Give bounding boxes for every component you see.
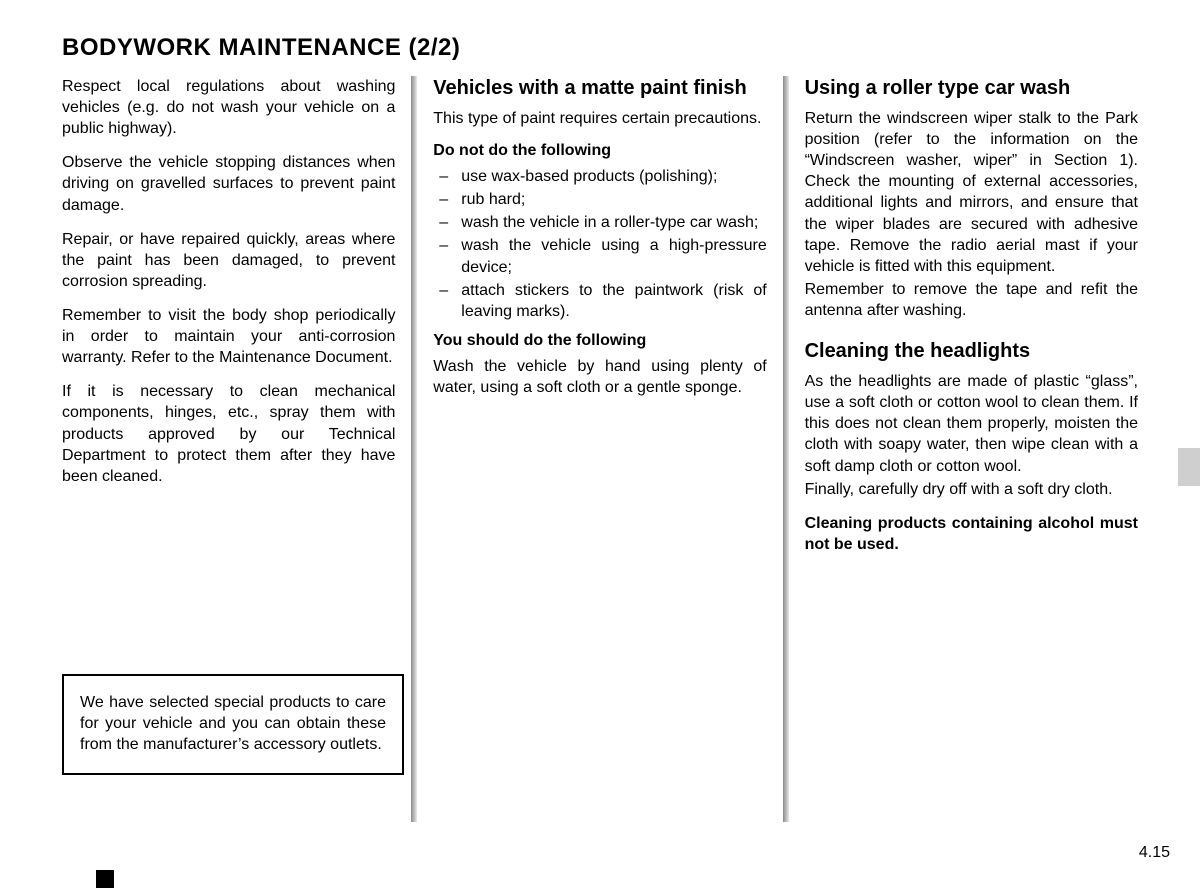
body-paragraph: Remember to visit the body shop periodic… [62,305,395,368]
thumb-tab [1178,448,1200,486]
body-paragraph: Return the windscreen wiper stalk to the… [805,108,1138,277]
body-paragraph: This type of paint requires certain prec… [433,108,766,129]
note-text: We have selected special products to car… [80,692,386,755]
list-item: rub hard; [433,189,766,210]
list-item: wash the vehicle in a roller-type car wa… [433,212,766,233]
section-heading: Cleaning the headlights [805,339,1138,363]
column-3: Using a roller type car wash Return the … [805,76,1138,822]
body-paragraph: If it is necessary to clean mechanical c… [62,381,395,487]
subsection-heading: Do not do the following [433,142,766,160]
footer-mark [96,870,114,888]
body-paragraph: Finally, carefully dry off with a soft d… [805,479,1138,500]
body-paragraph: Remember to remove the tape and refit th… [805,279,1138,321]
body-paragraph: Observe the vehicle stopping distances w… [62,152,395,215]
column-divider [411,76,417,822]
bullet-list: use wax-based products (polishing); rub … [433,166,766,322]
section-heading: Vehicles with a matte paint finish [433,76,766,100]
column-2: Vehicles with a matte paint finish This … [433,76,766,822]
page-number: 4.15 [1139,844,1170,862]
section-heading: Using a roller type car wash [805,76,1138,100]
list-item: use wax-based products (polishing); [433,166,766,187]
manual-page: BODYWORK MAINTENANCE (2/2) Respect local… [0,0,1200,888]
page-title: BODYWORK MAINTENANCE (2/2) [62,34,1138,62]
body-paragraph: Wash the vehicle by hand using plenty of… [433,356,766,398]
body-paragraph: Respect local regulations about washing … [62,76,395,139]
column-divider [783,76,789,822]
subsection-heading: You should do the following [433,332,766,350]
list-item: attach stickers to the paintwork (risk o… [433,280,766,322]
body-paragraph: Repair, or have repaired quickly, areas … [62,229,395,292]
warning-paragraph: Cleaning products containing alcohol mus… [805,513,1138,555]
list-item: wash the vehicle using a high-pressure d… [433,235,766,277]
body-paragraph: As the headlights are made of plastic “g… [805,371,1138,477]
note-box: We have selected special products to car… [62,674,404,775]
